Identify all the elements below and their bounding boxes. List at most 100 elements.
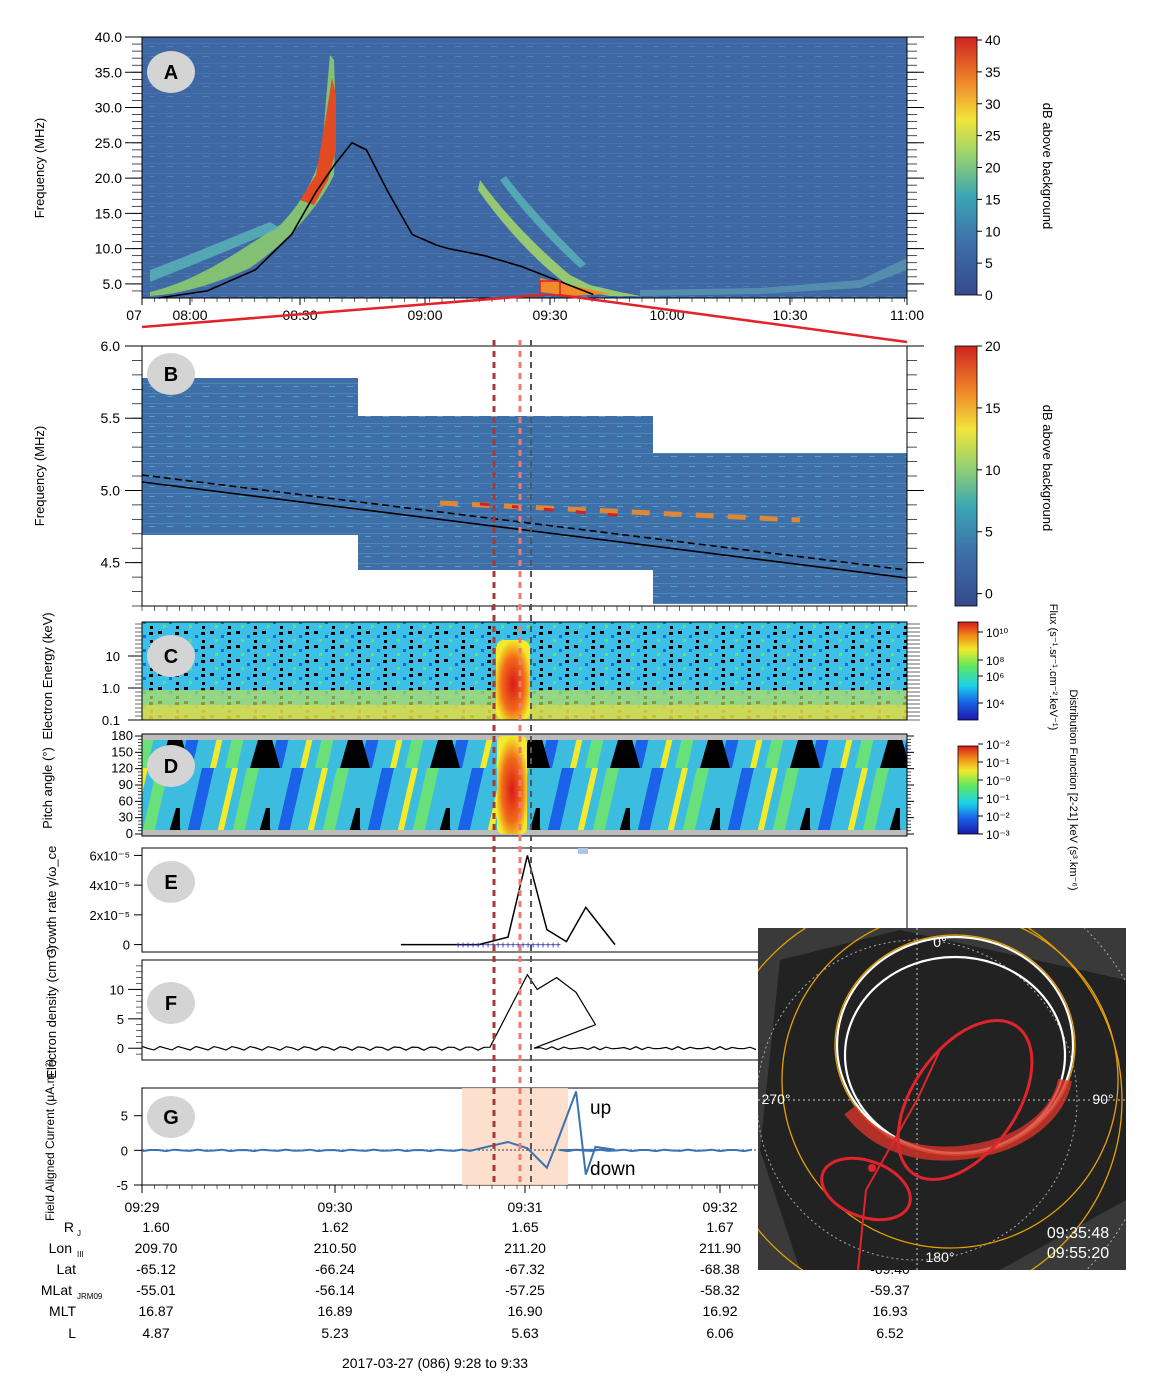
emission-arc-2 [478,180,640,296]
map-timestamp-1: 09:35:48 [1047,1225,1109,1242]
panel-b-y-axis: 4.5 5.0 5.5 6.0 [101,338,924,611]
ephemeris-row-sub: J [77,1229,81,1238]
panel-e-marker [578,848,588,854]
panel-a-texture [142,37,907,298]
growth-rate-marker: + [495,941,501,952]
panel-c-colorbar-ticks: 10¹⁰ 10⁸ 10⁶ 10⁴ [978,626,1008,711]
ephemeris-value: 1.60 [142,1219,169,1235]
colorbar-tick-label: 10⁴ [986,697,1005,711]
red-footprint-2 [820,1156,912,1222]
colorbar-tick-label: 15 [985,191,1001,207]
panel-a-x-tick-label: 08:00 [172,307,207,323]
ephemeris-value: 16.93 [872,1303,907,1319]
panel-letter: C [164,646,178,668]
zoom-box [539,280,561,296]
panel-e-y-tick-label: 6x10⁻⁵ [90,848,130,863]
ephemeris-row-sub: III [77,1250,84,1259]
ephemeris-row-sub: JRM09 [77,1292,103,1301]
panel-d-y-tick-label: 180 [111,728,133,743]
panel-letter: A [164,62,178,84]
orange-ring-2 [781,928,1119,1249]
growth-rate-marker: + [545,941,551,952]
panel-f-y-tick-label: 5 [117,1012,124,1027]
growth-rate-marker: + [555,941,561,952]
panel-e-y-tick-label: 0 [123,938,130,953]
panel-letter-badge [147,353,195,395]
panel-g-ylabel: Field Aligned Current (μA.m⁻²) [43,1059,57,1221]
panel-g-shade [462,1088,568,1185]
emission-hot-1 [300,78,336,205]
panel-a-y-tick-label: 5.0 [103,276,123,292]
map-timestamp-2: 09:55:20 [1047,1245,1109,1262]
panel-c-ylabel: Electron Energy (keV) [40,612,55,739]
panel-e-y-tick-label: 2x10⁻⁵ [90,908,130,923]
ephemeris-value: 16.87 [138,1303,173,1319]
ephemeris-value: 5.63 [511,1325,538,1341]
panel-d-y-tick-label: 0 [126,826,133,841]
solid-line [141,481,908,579]
ephemeris-row-label: Lat [57,1261,77,1277]
panel-d-y-tick-label: 60 [119,793,133,808]
map-label-0: 0° [933,934,946,950]
panel-g-y-axis: -5 0 5 [116,1109,142,1193]
panel-letter-badge [147,51,195,93]
panel-b-colorbar-ticks: 0 5 10 15 20 [977,338,1001,602]
panel-d-colorbar-ticks: 10⁻³ 10⁻² 10⁻¹ 10⁻⁰ 10⁻¹ 10⁻² [978,738,1011,842]
colorbar-tick-label: 10 [985,462,1001,478]
ephemeris-value: 5.23 [321,1325,348,1341]
panel-b-y-tick-label: 4.5 [101,555,121,571]
panel-letter-badge [147,635,195,677]
panel-a-x-tick-label: 11:00 [890,307,924,323]
colorbar-tick-label: 30 [985,96,1001,112]
panel-letter-badge [147,861,195,903]
track-point [868,1164,876,1172]
overlay-curve [158,141,594,299]
ephemeris-value: -66.24 [315,1261,355,1277]
panel-f-ylabel: Electron density (cm⁻³) [44,945,59,1078]
ephemeris-value: 6.06 [706,1325,733,1341]
panel-letter: F [165,993,177,1015]
panel-f-y-tick-label: 0 [117,1041,124,1056]
colorbar-tick-label: 20 [985,338,1001,354]
colorbar-tick-label: 20 [985,160,1001,176]
panel-c-y-tick-label: 0.1 [102,713,120,728]
ephemeris-value: -59.37 [870,1282,910,1298]
colorbar-tick-label: 10⁻² [986,810,1010,824]
panel-letter: B [164,364,178,386]
orange-ring-1 [758,928,1123,1270]
panel-a-y-tick-label: 20.0 [95,170,122,186]
panel-d-colorbar [957,745,979,835]
ephemeris-value: -58.32 [700,1282,740,1298]
ephemeris-value: 16.90 [507,1303,542,1319]
panel-f-y-tick-label: 10 [110,982,124,997]
panel-e-y-axis: 0 2x10⁻⁵ 4x10⁻⁵ 6x10⁻⁵ [90,848,142,953]
panel-c-colorbar [957,621,979,721]
panel-d-y-tick-label: 150 [111,744,133,759]
panel-a-y-tick-label: 40.0 [95,29,122,45]
ephemeris-value: -65.12 [136,1261,176,1277]
panel-c-y-tick-label: 10 [106,649,120,664]
panel-letter-badge [147,745,195,787]
current-line [141,1091,753,1175]
growth-rate-marker: + [470,941,476,952]
colorbar-tick-label: 15 [985,400,1001,416]
growth-rate-marker: + [460,941,466,952]
ephemeris-value: -55.01 [136,1282,176,1298]
colorbar-tick-label: 10 [985,223,1001,239]
panel-c-burst [496,640,530,720]
time-label: 09:32 [702,1199,737,1215]
annotation-up: up [590,1098,611,1119]
colorbar-tick-label: 5 [985,524,993,540]
colorbar-tick-label: 0 [985,586,993,602]
colorbar-tick-label: 10¹⁰ [986,626,1008,640]
panel-b-colorbar [954,345,978,607]
growth-rate-marker: + [550,941,556,952]
colorbar-tick-label: 10⁻² [986,738,1010,752]
panel-f-y-axis: 0 5 10 [110,965,142,1056]
panel-b-y-tick-label: 5.5 [101,410,121,426]
ephemeris-row-label: L [68,1325,76,1341]
colorbar-tick-label: 0 [985,287,993,303]
colorbar-tick-label: 10⁻¹ [986,792,1010,806]
emission-band-1 [150,222,280,282]
emission-band-3 [640,258,907,296]
